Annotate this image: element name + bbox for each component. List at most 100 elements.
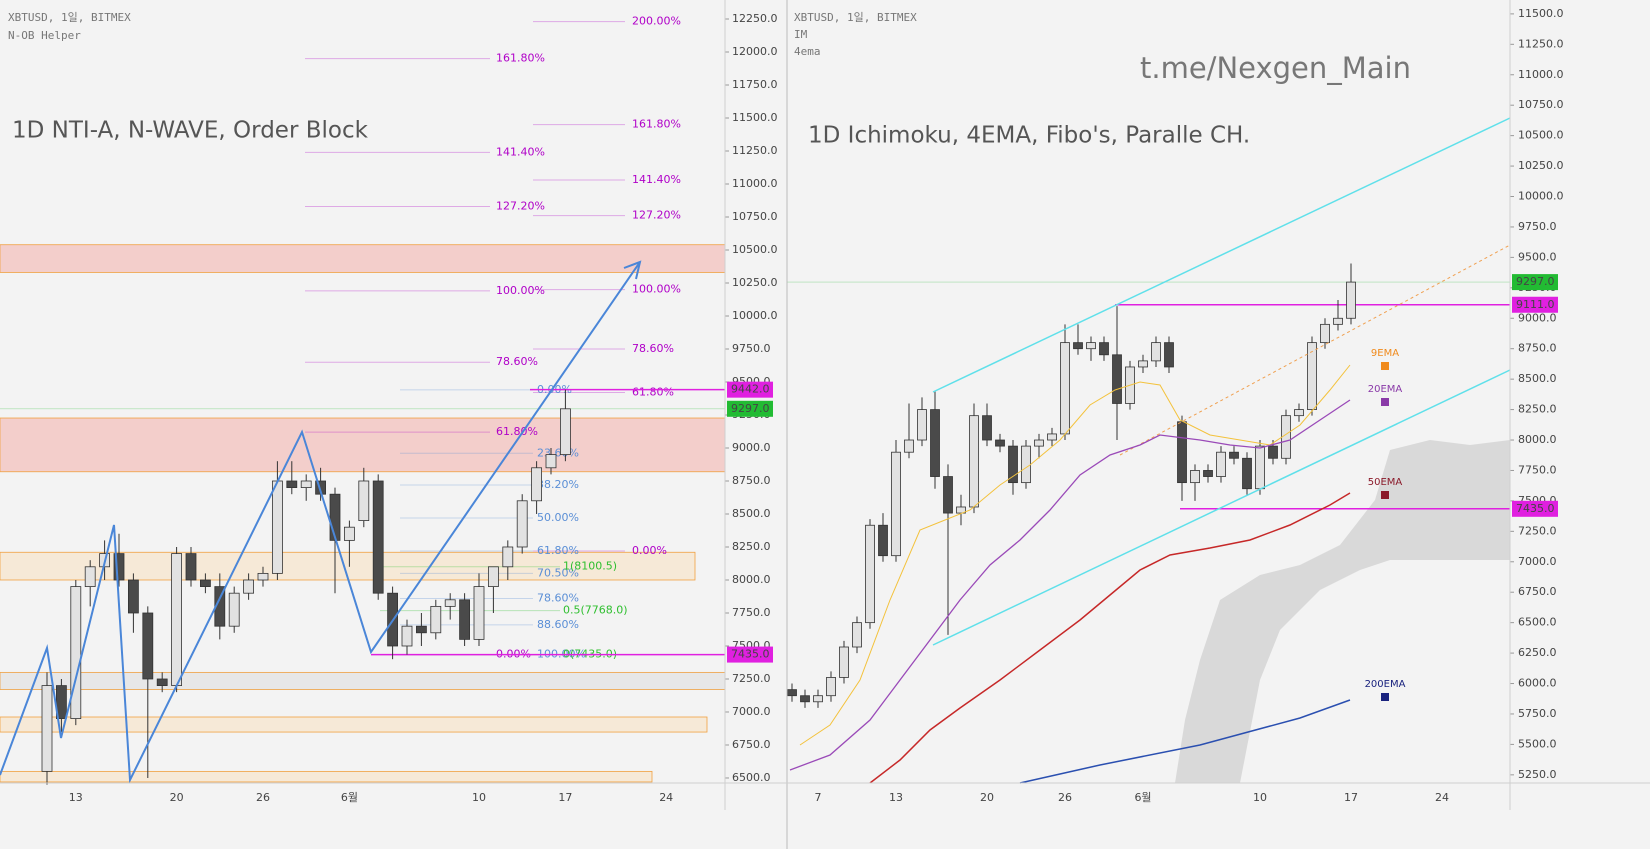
candle-body <box>243 579 255 594</box>
watermark: t.me/Nexgen_Main <box>1140 51 1411 85</box>
candle-body <box>813 695 823 703</box>
y-tick-label: 11250.0 <box>1518 37 1564 50</box>
order-block-zone <box>0 716 708 733</box>
price-tag <box>1512 500 1558 517</box>
symbol-header: XBTUSD, 1일, BITMEX <box>794 10 917 24</box>
price-tag-label: 9442.0 <box>731 383 770 396</box>
candle-body <box>156 678 168 686</box>
right-chart: 5250.0 5500.0 5750.0 6000.0 6250.0 6500.0 6750… <box>787 7 1564 804</box>
y-tick-label: 8750.0 <box>1518 342 1557 355</box>
x-tick-label: 24 <box>659 791 673 804</box>
candle-body <box>891 451 901 557</box>
chart-title: 1D NTI-A, N-WAVE, Order Block <box>12 118 369 144</box>
y-tick-label: 11750.0 <box>732 78 778 91</box>
price-tag-label: 7435.0 <box>1516 502 1555 515</box>
candle-body <box>329 493 341 541</box>
x-tick-label: 17 <box>558 791 572 804</box>
candle-body <box>839 646 849 678</box>
y-tick-label: 7750.0 <box>1518 463 1557 476</box>
ema-50 <box>869 492 1351 784</box>
y-tick-label: 11250.0 <box>732 144 778 157</box>
candle-body <box>286 480 298 488</box>
candle-body <box>1086 342 1096 350</box>
candle-body <box>531 467 542 502</box>
candle-body <box>969 415 979 508</box>
candle-body <box>185 553 197 581</box>
y-tick-label: 10750.0 <box>732 210 778 223</box>
x-tick-label: 20 <box>980 791 994 804</box>
arrow-head <box>623 260 642 280</box>
y-tick-label: 7250.0 <box>732 672 771 685</box>
fib-level-label: 61.80% <box>632 386 674 399</box>
y-tick-label: 9000.0 <box>1518 311 1557 324</box>
price-tag <box>727 400 773 417</box>
candle-body <box>1008 445 1018 484</box>
n-wave <box>0 261 641 784</box>
candle-body <box>257 572 269 581</box>
y-tick-label: 9750.0 <box>1518 220 1557 233</box>
candle-body <box>800 695 810 703</box>
candle-body <box>1164 342 1174 368</box>
candle-body <box>415 625 427 634</box>
fib-level-label: 70.50% <box>537 566 579 579</box>
y-tick-label: 11000.0 <box>732 177 778 190</box>
candle-body <box>1242 457 1252 490</box>
candle-body <box>1099 342 1109 356</box>
y-tick-label: 10250.0 <box>1518 159 1564 172</box>
x-tick-label: 13 <box>69 791 83 804</box>
candle-body <box>358 480 370 521</box>
candle-body <box>142 612 154 680</box>
candle-body <box>1203 470 1213 477</box>
y-tick-label: 11500.0 <box>1518 7 1564 20</box>
ichimoku-cloud <box>1175 440 1510 783</box>
y-tick-label: 5750.0 <box>1518 707 1557 720</box>
y-tick-label: 9500.0 <box>1518 250 1557 263</box>
fib-level-label: 161.80% <box>632 118 681 131</box>
candle-body <box>930 409 940 477</box>
candle-body <box>1320 323 1330 344</box>
fib-level-label: 78.60% <box>632 342 674 355</box>
ema-200 <box>1019 699 1351 784</box>
candle-body <box>545 454 557 469</box>
x-tick-label: 20 <box>170 791 184 804</box>
x-tick-label: 7 <box>815 791 822 804</box>
y-tick-label: 6750.0 <box>732 738 771 751</box>
x-tick-label: 10 <box>1253 791 1267 804</box>
y-tick-label: 6250.0 <box>1518 646 1557 659</box>
legend-marker <box>1381 693 1389 701</box>
price-tag <box>727 646 773 663</box>
candle-body <box>70 586 82 719</box>
y-tick-label: 10000.0 <box>732 309 778 322</box>
candle-body <box>127 579 139 614</box>
candle-body <box>343 526 355 541</box>
candle-body <box>943 476 953 514</box>
fib-level-label: 78.60% <box>496 355 538 368</box>
y-tick-label: 7000.0 <box>732 705 771 718</box>
ema-9 <box>799 364 1351 746</box>
candle-body <box>473 586 485 640</box>
y-tick-label: 7750.0 <box>732 606 771 619</box>
legend-marker <box>1381 491 1389 499</box>
y-tick-label: 7000.0 <box>1518 555 1557 568</box>
fib-level-label: 23.60% <box>537 446 579 459</box>
y-tick-label: 11000.0 <box>1518 68 1564 81</box>
candle-body <box>1216 451 1226 477</box>
fib-level-label: 78.60% <box>537 591 579 604</box>
candle-body <box>1021 445 1031 484</box>
y-tick-label: 7250.0 <box>1518 524 1557 537</box>
ema-20 <box>789 399 1351 771</box>
candle-body <box>1294 409 1304 417</box>
symbol-header: XBTUSD, 1일, BITMEX <box>8 10 131 24</box>
x-tick-label: 26 <box>1058 791 1072 804</box>
fib-level-label: 127.20% <box>496 199 545 212</box>
candle-body <box>1047 433 1057 441</box>
channel-lower <box>932 369 1511 646</box>
candle-body <box>560 408 571 455</box>
candle-body <box>516 500 528 548</box>
fib-level-label: 100.00% <box>496 284 545 297</box>
candle-body <box>1255 445 1265 490</box>
chart-title: 1D Ichimoku, 4EMA, Fibo's, Paralle CH. <box>808 123 1250 149</box>
channel-upper <box>932 117 1511 393</box>
y-tick-label: 6750.0 <box>1518 585 1557 598</box>
candle-body <box>372 480 384 594</box>
